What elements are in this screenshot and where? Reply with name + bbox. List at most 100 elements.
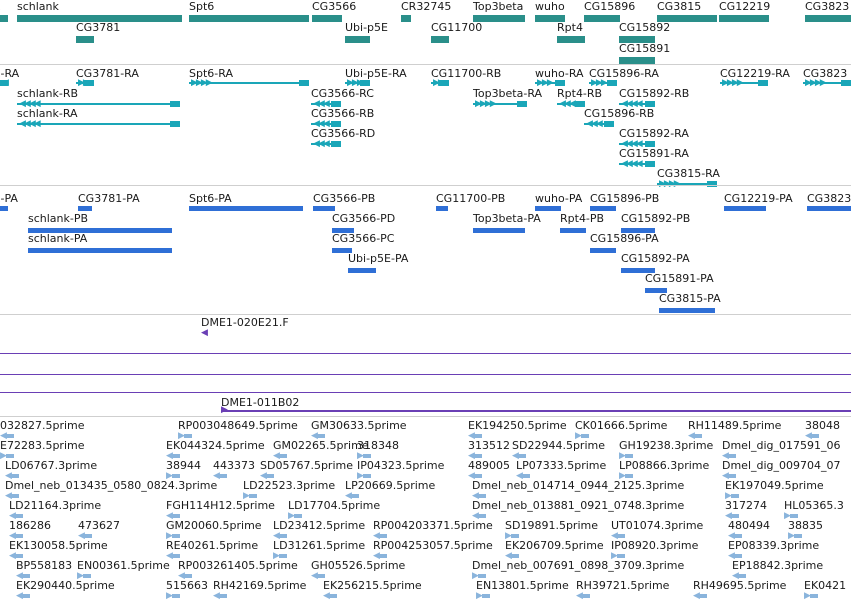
est-bar[interactable] <box>478 494 486 498</box>
feature-label[interactable]: 480494 <box>728 519 770 532</box>
feature-label[interactable]: IP04323.5prime <box>357 459 445 472</box>
feature-label[interactable]: RH11489.5prime <box>688 419 782 432</box>
feature-label[interactable]: Dmel_neb_013435_0580_0824.3prime <box>5 479 218 492</box>
feature-label[interactable]: CG3823 <box>807 192 851 205</box>
est-bar[interactable] <box>511 534 519 538</box>
feature-label[interactable]: EK044324.5prime <box>166 439 265 452</box>
feature-label[interactable]: 186286 <box>9 519 51 532</box>
feature-label[interactable]: RP004203371.5prime <box>373 519 493 532</box>
feature-label[interactable]: CG15896-RB <box>584 107 655 120</box>
est-bar[interactable] <box>279 534 287 538</box>
feature-label[interactable]: CG3566-RC <box>311 87 374 100</box>
est-bar[interactable] <box>738 574 746 578</box>
exon-block[interactable] <box>331 101 341 107</box>
feature-label[interactable]: FGH114H12.5prime <box>166 499 275 512</box>
est-bar[interactable] <box>694 434 702 438</box>
est-bar[interactable] <box>329 594 337 598</box>
pcr-feature-bar[interactable] <box>221 410 851 412</box>
est-bar[interactable] <box>518 454 526 458</box>
est-bar[interactable] <box>15 514 23 518</box>
transcript-bar[interactable] <box>557 103 585 105</box>
feature-label[interactable]: E72283.5prime <box>0 439 85 452</box>
feature-label[interactable]: Spt6-PA <box>189 192 232 205</box>
feature-label[interactable]: Dmel_neb_007691_0898_3709.3prime <box>472 559 685 572</box>
est-bar[interactable] <box>731 514 739 518</box>
feature-label[interactable]: x <box>0 0 1 13</box>
cds-bar[interactable] <box>659 308 715 313</box>
feature-label[interactable]: LP07333.5prime <box>516 459 607 472</box>
est-bar[interactable] <box>172 554 180 558</box>
feature-label[interactable]: CG15891-PA <box>645 272 714 285</box>
feature-label[interactable]: 313512 <box>468 439 510 452</box>
est-bar[interactable] <box>363 474 371 478</box>
feature-label[interactable]: Dmel_neb_014714_0944_2125.3prime <box>472 479 685 492</box>
exon-block[interactable] <box>645 141 655 147</box>
est-bar[interactable] <box>84 534 92 538</box>
feature-label[interactable]: Rpt4-RB <box>557 87 603 100</box>
feature-label[interactable]: CG3566 <box>312 0 357 13</box>
gene-bar[interactable] <box>312 15 342 22</box>
transcript-bar[interactable] <box>619 143 655 145</box>
pcr-label[interactable]: DME1-011B02 <box>221 396 300 409</box>
exon-block[interactable] <box>758 80 768 86</box>
cds-bar[interactable] <box>332 228 354 233</box>
transcript-bar[interactable] <box>311 123 341 125</box>
transcript-bar[interactable] <box>720 82 768 84</box>
feature-label[interactable]: CG15892-RB <box>619 87 690 100</box>
est-bar[interactable] <box>172 454 180 458</box>
cds-bar[interactable] <box>28 248 172 253</box>
feature-label[interactable]: CG3781-PA <box>78 192 140 205</box>
transcript-bar[interactable] <box>535 82 565 84</box>
feature-label[interactable]: RP003261405.5prime <box>178 559 298 572</box>
transcript-bar[interactable] <box>311 143 341 145</box>
feature-label[interactable]: RH39721.5prime <box>576 579 670 592</box>
feature-label[interactable]: CG11700-PB <box>436 192 506 205</box>
feature-label[interactable]: BP558183 <box>16 559 73 572</box>
est-bar[interactable] <box>172 474 180 478</box>
feature-label[interactable]: CG3566-RD <box>311 127 376 140</box>
cds-bar[interactable] <box>645 288 667 293</box>
est-bar[interactable] <box>317 574 325 578</box>
feature-label[interactable]: Top3beta-PA <box>473 212 541 225</box>
exon-block[interactable] <box>170 121 180 127</box>
feature-label[interactable]: CG3815-RA <box>657 167 720 180</box>
feature-label[interactable]: EK197049.5prime <box>725 479 824 492</box>
gene-bar[interactable] <box>17 15 182 22</box>
est-bar[interactable] <box>279 454 287 458</box>
feature-label[interactable]: 317274 <box>725 499 767 512</box>
gene-bar[interactable] <box>345 36 370 43</box>
feature-label[interactable]: CR32745 <box>401 0 452 13</box>
est-bar[interactable] <box>317 434 325 438</box>
cds-bar[interactable] <box>332 248 352 253</box>
feature-label[interactable]: wuho-PA <box>535 192 583 205</box>
feature-label[interactable]: CG15892 <box>619 21 671 34</box>
est-bar[interactable] <box>734 534 742 538</box>
feature-label[interactable]: 489005 <box>468 459 510 472</box>
gene-bar[interactable] <box>431 36 449 43</box>
feature-label[interactable]: CG15891 <box>619 42 671 55</box>
exon-block[interactable] <box>607 80 617 86</box>
feature-label[interactable]: EK256215.5prime <box>323 579 422 592</box>
exon-block[interactable] <box>84 80 94 86</box>
transcript-bar[interactable] <box>619 163 655 165</box>
est-bar[interactable] <box>15 534 23 538</box>
feature-label[interactable]: RH42169.5prime <box>213 579 307 592</box>
est-bar[interactable] <box>172 534 180 538</box>
feature-label[interactable]: LD23412.5prime <box>273 519 366 532</box>
est-bar[interactable] <box>625 474 633 478</box>
est-bar[interactable] <box>219 474 227 478</box>
cds-bar[interactable] <box>621 228 655 233</box>
feature-label[interactable]: CG3566-PC <box>332 232 395 245</box>
exon-block[interactable] <box>841 80 851 86</box>
feature-label[interactable]: 318348 <box>357 439 399 452</box>
feature-label[interactable]: 38944 <box>166 459 201 472</box>
feature-label[interactable]: SD05767.5prime <box>260 459 353 472</box>
est-bar[interactable] <box>511 554 519 558</box>
gene-bar[interactable] <box>473 15 525 22</box>
exon-block[interactable] <box>439 80 449 86</box>
est-bar[interactable] <box>6 454 14 458</box>
transcript-bar[interactable] <box>311 103 341 105</box>
est-bar[interactable] <box>728 474 736 478</box>
transcript-bar[interactable] <box>345 82 370 84</box>
feature-label[interactable]: CG15896-RA <box>589 67 659 80</box>
